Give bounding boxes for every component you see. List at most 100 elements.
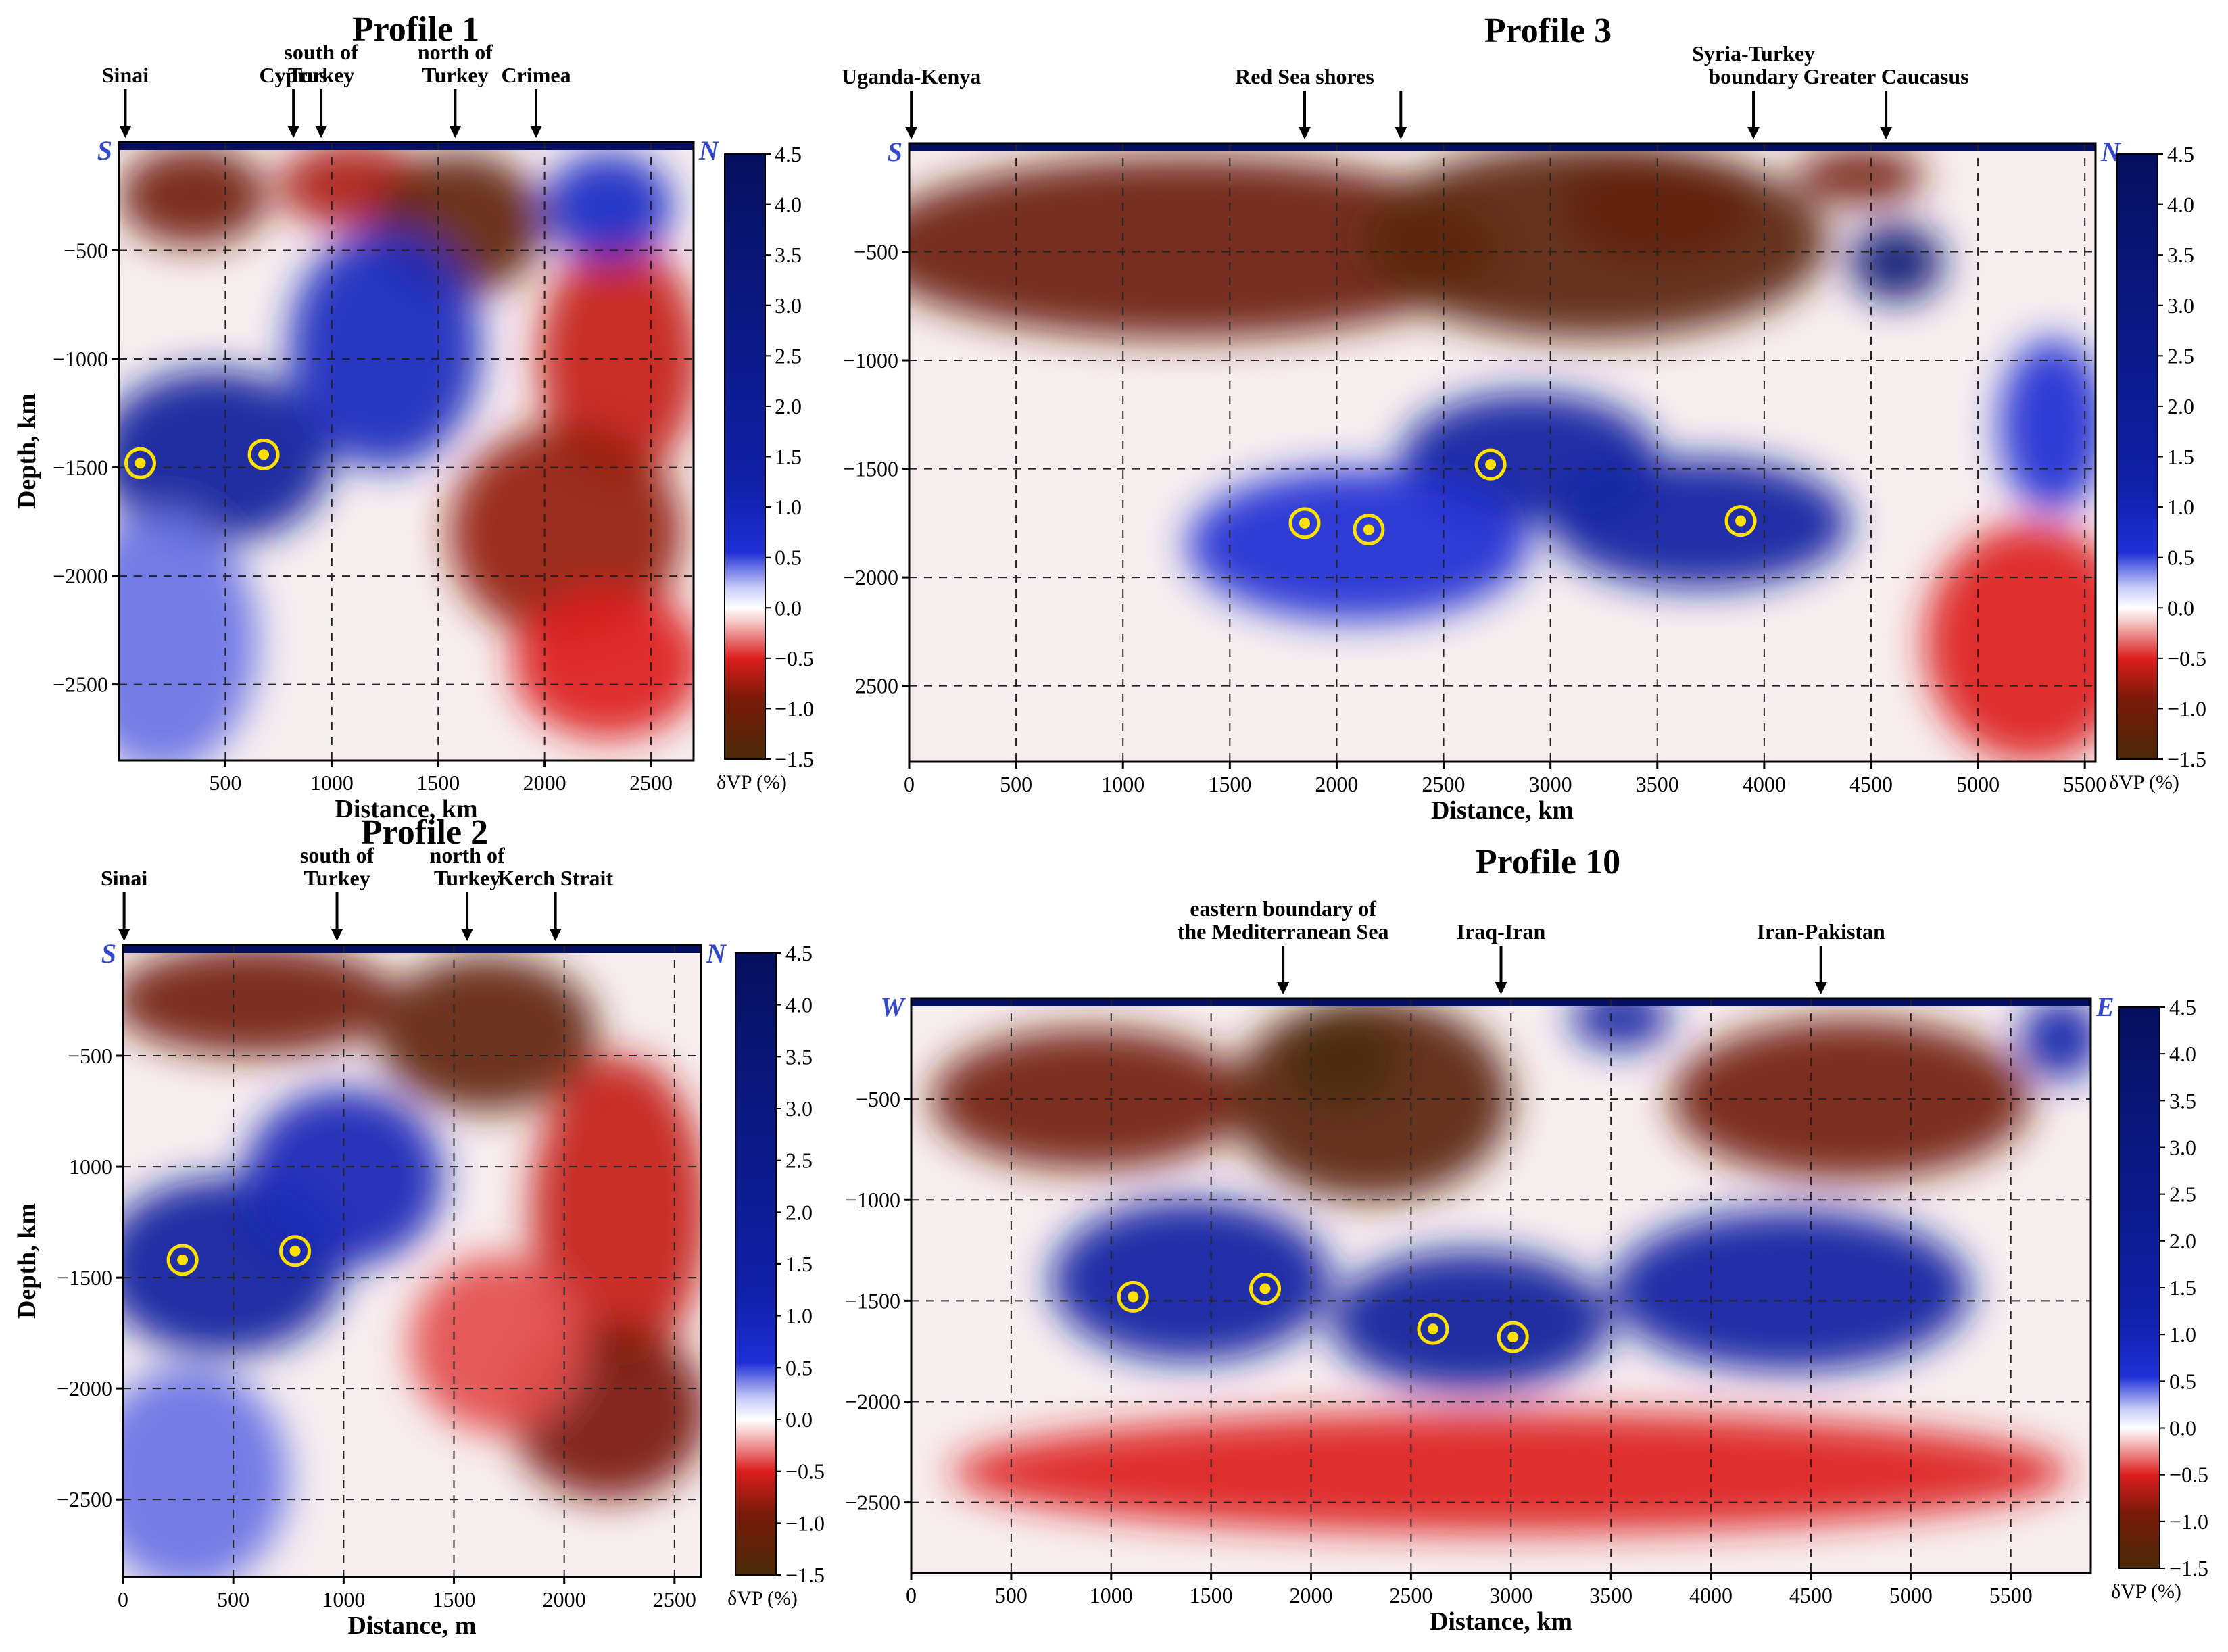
x-tick-label: 2000: [1290, 1583, 1333, 1607]
anomaly-3: [1281, 1008, 1401, 1110]
location-label: Iran-Pakistan: [1757, 919, 1885, 944]
colorbar-tick-label: 4.0: [785, 993, 813, 1017]
colorbar-tick-label: 2.5: [2169, 1182, 2196, 1207]
hotspot-marker-2: [279, 1235, 312, 1267]
colorbar-tick-label: −1.5: [2169, 1556, 2208, 1580]
hotspot-marker-dot-1: [1485, 459, 1497, 470]
location-arrow-1-head: [1277, 982, 1290, 994]
hotspot-marker-2: [1288, 507, 1321, 539]
x-tick-label: 1500: [433, 1587, 476, 1611]
colorbar-label: δVP (%): [727, 1587, 798, 1609]
colorbar-tick-label: −0.5: [785, 1459, 825, 1484]
x-tick-label: 5500: [1989, 1583, 2033, 1607]
y-tick-label: 2500: [855, 674, 898, 698]
location-label: Turkey: [422, 63, 488, 87]
hotspot-marker-dot-3: [1363, 524, 1374, 535]
heatmap-field: [909, 143, 2096, 762]
hotspot-marker-4: [1497, 1321, 1529, 1353]
y-tick-label: −500: [854, 240, 898, 264]
location-arrow-4-head: [549, 929, 562, 941]
hotspot-marker-1: [166, 1244, 199, 1276]
location-label: the Mediterranean Sea: [1178, 919, 1389, 944]
profile-panel-1: 500 1000 1500 2000 2500 −500 −1000 −1500 −2000 −2…: [13, 10, 814, 823]
anomaly-7: [1331, 1250, 1612, 1392]
y-tick-label: −1500: [53, 456, 108, 480]
hotspot-marker-dot-2: [1299, 517, 1310, 529]
location-arrow-5-head: [530, 126, 543, 138]
colorbar-tick-label: −0.5: [775, 646, 814, 671]
x-tick-label: 3000: [1489, 1583, 1532, 1607]
colorbar-tick-label: 0.5: [2169, 1369, 2196, 1393]
colorbar-tick-label: 3.0: [785, 1096, 813, 1121]
plot-frame: [910, 997, 2092, 1574]
hotspot-marker-dot-3: [1427, 1323, 1438, 1335]
colorbar-tick-label: 4.5: [2167, 142, 2194, 166]
colorbar-tick-label: 1.0: [2167, 495, 2194, 519]
surface-band: [911, 998, 2091, 1006]
colorbar-tick-label: −1.0: [775, 696, 814, 721]
anomaly-5: [410, 1255, 587, 1433]
colorbar-tick-label: 1.0: [775, 495, 802, 519]
direction-right-label: E: [2096, 992, 2114, 1022]
heatmap-field: [123, 945, 701, 1577]
x-tick-label: 1000: [1101, 772, 1144, 796]
location-arrow-2-head: [287, 126, 300, 138]
y-tick-label: −1000: [53, 347, 108, 371]
x-tick-label: 500: [209, 771, 241, 795]
hotspot-marker-4: [1724, 505, 1757, 537]
y-tick-label: −1000: [843, 348, 898, 372]
colorbar-tick-label: 4.5: [775, 142, 802, 166]
profile-panel-2: 0 500 1000 1500 2000 2500 3000 3500 4000 4500 5000…: [842, 11, 2206, 825]
location-arrow-3-head: [1395, 127, 1407, 139]
colorbar-tick-label: 4.0: [2169, 1042, 2196, 1066]
anomaly-1: [119, 146, 268, 247]
x-axis-label: Distance, km: [1431, 796, 1574, 825]
anomaly-9: [1571, 998, 1671, 1049]
hotspot-marker-dot-4: [1507, 1332, 1519, 1343]
hotspot-marker-dot-1: [177, 1254, 189, 1265]
colorbar-tick-label: 0.5: [785, 1355, 813, 1380]
location-label: Red Sea shores: [1235, 64, 1374, 89]
anomaly-9: [1849, 223, 1944, 302]
anomaly-1: [909, 156, 1508, 339]
colorbar-tick-label: 0.5: [775, 545, 802, 570]
surface-band: [119, 142, 694, 150]
colorbar-tick-label: 2.0: [785, 1200, 813, 1224]
location-label: Cyprus: [259, 63, 327, 87]
colorbar-tick-label: 2.0: [775, 394, 802, 418]
plot-frame: [908, 142, 2097, 763]
y-tick-label: −2500: [57, 1487, 112, 1511]
direction-left-label: S: [97, 135, 112, 166]
colorbar-tick-label: −1.0: [2167, 696, 2206, 721]
colorbar-tick-label: −0.5: [2167, 646, 2206, 671]
x-axis-label: Distance, m: [348, 1611, 477, 1640]
location-arrow-4-head: [449, 126, 462, 138]
anomaly-5: [448, 424, 683, 641]
location-arrow-5-head: [1880, 127, 1893, 139]
x-tick-label: 500: [995, 1583, 1027, 1607]
location-label: Turkey: [288, 63, 354, 87]
colorbar-tick-label: −0.5: [2169, 1463, 2208, 1487]
location-label: south of: [300, 843, 374, 867]
y-axis-label: Depth, km: [13, 1203, 41, 1319]
colorbar-tick-label: 1.5: [785, 1252, 813, 1276]
profile-title: Profile 2: [361, 813, 488, 852]
anomaly-9: [544, 153, 673, 262]
colorbar-tick-label: −1.5: [785, 1563, 825, 1587]
hotspot-marker-3: [1417, 1313, 1449, 1345]
anomaly-6: [512, 587, 694, 739]
location-label: eastern boundary of: [1190, 896, 1376, 921]
x-tick-label: 3500: [1636, 772, 1679, 796]
x-tick-label: 1500: [1190, 1583, 1233, 1607]
anomaly-10: [1999, 338, 2096, 512]
location-arrow-3-head: [315, 126, 328, 138]
colorbar-tick-label: 4.0: [775, 193, 802, 217]
colorbar-tick-label: 0.0: [785, 1407, 813, 1432]
heatmap-field: [911, 998, 2091, 1573]
y-tick-label: −500: [64, 239, 108, 263]
hotspot-marker-1: [124, 447, 156, 479]
colorbar-tick-label: 1.5: [775, 445, 802, 469]
colorbar: [2118, 1006, 2160, 1569]
heatmap-anomalies: [119, 142, 694, 760]
